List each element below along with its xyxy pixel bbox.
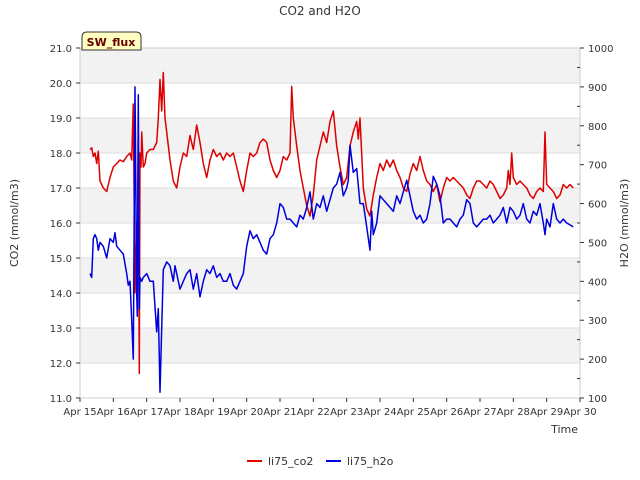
x-tick-label: Apr 20 — [230, 407, 263, 418]
y-right-tick-label: 300 — [588, 316, 607, 327]
y-left-tick-label: 12.0 — [50, 359, 72, 370]
y-axis-left-label: CO2 (mmol/m3) — [8, 179, 21, 267]
sw-flux-badge: SW_flux — [81, 31, 142, 51]
background-band — [80, 328, 580, 363]
x-tick-label: Apr 19 — [197, 407, 230, 418]
x-tick-label: Apr 24 — [363, 407, 396, 418]
y-right-tick-label: 800 — [588, 122, 607, 133]
chart-title: CO2 and H2O — [279, 4, 361, 18]
x-tick-label: Apr 17 — [130, 407, 163, 418]
x-tick-label: Apr 15 — [63, 407, 96, 418]
y-left-tick-label: 11.0 — [50, 394, 72, 405]
right-axis: 100 200 300 400 500 600 700 800 900 1000 — [577, 44, 613, 405]
x-tick-label: Apr 28 — [497, 407, 530, 418]
legend: li75_co2 li75_h2o — [247, 455, 394, 468]
y-left-tick-label: 19.0 — [50, 114, 72, 125]
y-left-tick-label: 14.0 — [50, 289, 72, 300]
y-right-tick-label: 500 — [588, 238, 607, 249]
x-tick-label: Apr 27 — [463, 407, 496, 418]
y-left-tick-label: 20.0 — [50, 79, 72, 90]
legend-label-co2: li75_co2 — [268, 455, 313, 468]
x-tick-label: Apr 26 — [430, 407, 463, 418]
x-tick-label: Apr 16 — [97, 407, 130, 418]
x-tick-label: Apr 29 — [530, 407, 563, 418]
y-right-tick-label: 400 — [588, 277, 607, 288]
series-line-li75_h2o — [89, 86, 574, 393]
y-left-tick-label: 21.0 — [50, 44, 72, 55]
background-band — [80, 48, 580, 83]
background-band — [80, 188, 580, 223]
x-tick-label: Apr 23 — [330, 407, 363, 418]
y-right-tick-label: 100 — [588, 394, 607, 405]
x-axis: Apr 15 Apr 16 Apr 17 Apr 18 Apr 19 Apr 20 Apr … — [63, 398, 597, 418]
y-right-tick-label: 600 — [588, 200, 607, 211]
badge-box — [81, 31, 142, 51]
y-axis-right-label: H2O (mmol/m3) — [618, 179, 631, 268]
legend-label-h2o: li75_h2o — [347, 455, 394, 468]
y-left-tick-label: 13.0 — [50, 324, 72, 335]
y-left-tick-label: 18.0 — [50, 149, 72, 160]
x-tick-label: Apr 30 — [563, 407, 596, 418]
left-axis: 11.0 12.0 13.0 14.0 15.0 16.0 17.0 18.0 19.0 20.0… — [50, 44, 80, 405]
y-right-tick-label: 700 — [588, 161, 607, 172]
y-right-tick-label: 1000 — [588, 44, 613, 55]
y-left-tick-label: 16.0 — [50, 219, 72, 230]
x-tick-label: Apr 25 — [397, 407, 430, 418]
badge-label: SW_flux — [87, 36, 136, 49]
series-layer — [89, 71, 574, 393]
y-right-tick-label: 200 — [588, 355, 607, 366]
series-line-li75_co2 — [89, 71, 574, 375]
y-left-tick-label: 17.0 — [50, 184, 72, 195]
x-axis-label: Time — [550, 423, 578, 436]
background-band — [80, 258, 580, 293]
y-right-tick-label: 900 — [588, 83, 607, 94]
x-tick-label: Apr 22 — [297, 407, 330, 418]
x-tick-label: Apr 21 — [263, 407, 296, 418]
x-tick-label: Apr 18 — [163, 407, 196, 418]
y-left-tick-label: 15.0 — [50, 254, 72, 265]
